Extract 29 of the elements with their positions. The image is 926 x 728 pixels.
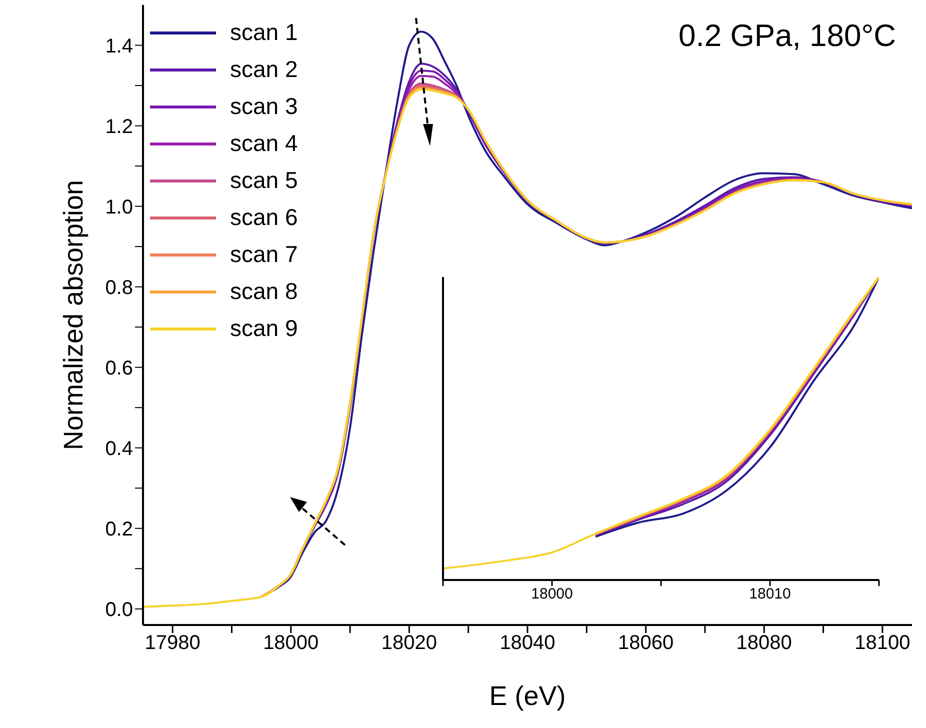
x-tick-label: 18060 — [618, 632, 674, 654]
x-tick-label: 18080 — [736, 632, 792, 654]
x-tick-label: 18020 — [381, 632, 438, 654]
y-tick-label: 0.8 — [105, 276, 133, 299]
x-tick-label: 18040 — [500, 632, 556, 654]
x-tick-label: 17980 — [144, 632, 200, 654]
legend-label: scan 5 — [230, 167, 298, 194]
y-tick-label: 0.6 — [105, 357, 133, 380]
legend-label: scan 1 — [230, 19, 298, 46]
y-tick-label: 0.4 — [105, 438, 133, 460]
y-tick-label: 0.0 — [105, 598, 133, 621]
x-tick-label: 18100 — [854, 632, 910, 654]
legend-label: scan 2 — [230, 56, 298, 83]
x-tick-label: 18000 — [531, 586, 573, 603]
y-axis-title: Normalized absorption — [58, 180, 89, 450]
legend-label: scan 7 — [230, 241, 298, 268]
legend-label: scan 6 — [230, 204, 298, 231]
x-axis-title: E (eV) — [489, 681, 566, 711]
y-tick-label: 1.2 — [105, 116, 133, 138]
legend-label: scan 9 — [230, 315, 298, 342]
legend-label: scan 8 — [230, 278, 298, 305]
y-tick-label: 1.0 — [105, 196, 133, 218]
x-tick-label: 18000 — [263, 632, 319, 654]
y-tick-label: 0.2 — [105, 518, 133, 540]
y-tick-label: 1.4 — [105, 35, 133, 58]
legend-label: scan 4 — [230, 130, 298, 157]
legend-label: scan 3 — [230, 93, 298, 120]
x-tick-label: 18010 — [749, 586, 791, 603]
annotation: 0.2 GPa, 180°C — [678, 18, 896, 54]
